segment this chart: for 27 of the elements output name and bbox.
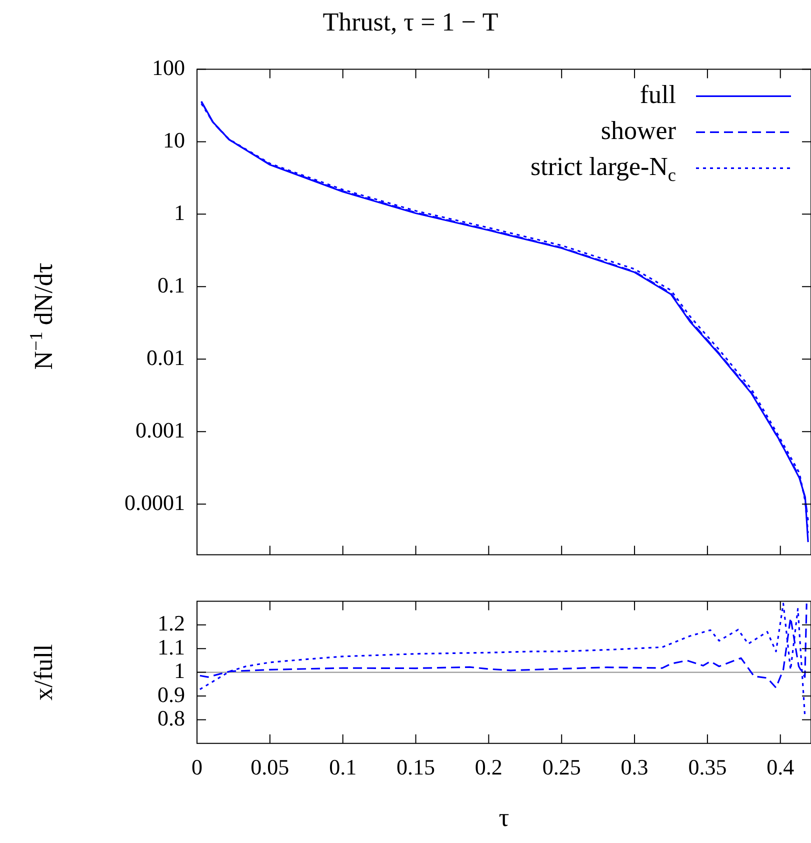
chart-title: Thrust, τ = 1 − T (322, 7, 498, 36)
y-tick-label: 0.9 (158, 682, 185, 707)
x-axis-title: τ (498, 803, 510, 832)
x-tick-label: 0.3 (620, 754, 648, 780)
y-tick-label: 10 (163, 127, 185, 152)
x-tick-label: 0.1 (329, 754, 357, 780)
y-tick-label: 0.8 (158, 705, 185, 730)
y-axis-title: x/full (28, 644, 58, 700)
y-tick-label: 0.0001 (124, 490, 185, 515)
y-tick-label: 0.1 (158, 272, 185, 298)
x-tick-label: 0.2 (474, 754, 502, 780)
y-tick-label: 1 (174, 200, 185, 225)
y-axis-title: N−1 dN/dτ (26, 262, 58, 370)
x-tick-label: 0.25 (542, 754, 581, 780)
x-tick-label: 0.05 (250, 754, 290, 780)
y-tick-label: 1 (174, 658, 185, 684)
legend-label: full (640, 80, 676, 110)
y-tick-label: 1.2 (158, 610, 185, 636)
y-tick-label: 1.1 (158, 634, 185, 660)
y-tick-label: 0.001 (136, 417, 185, 442)
y-tick-label: 0.01 (146, 344, 185, 370)
legend-label: shower (600, 116, 676, 146)
x-tick-label: 0 (192, 754, 202, 780)
x-tick-label: 0.4 (766, 754, 794, 780)
x-tick-label: 0.15 (396, 754, 436, 780)
y-tick-label: 100 (152, 54, 185, 80)
x-tick-label: 0.35 (688, 754, 727, 780)
